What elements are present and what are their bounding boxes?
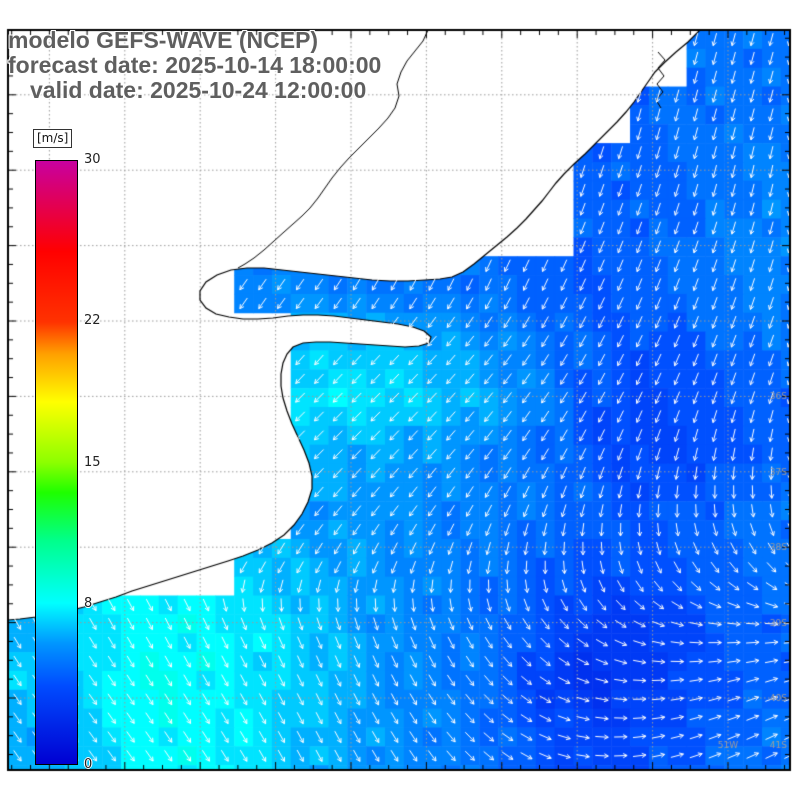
colorbar-unit-label: [m/s] xyxy=(33,129,73,148)
valid-date: valid date: 2025-10-24 12:00:00 xyxy=(30,77,367,103)
model-title: modelo GEFS-WAVE (NCEP) xyxy=(8,27,319,53)
colorbar-gradient xyxy=(35,160,78,765)
forecast-date: forecast date: 2025-10-14 18:00:00 xyxy=(8,52,382,78)
